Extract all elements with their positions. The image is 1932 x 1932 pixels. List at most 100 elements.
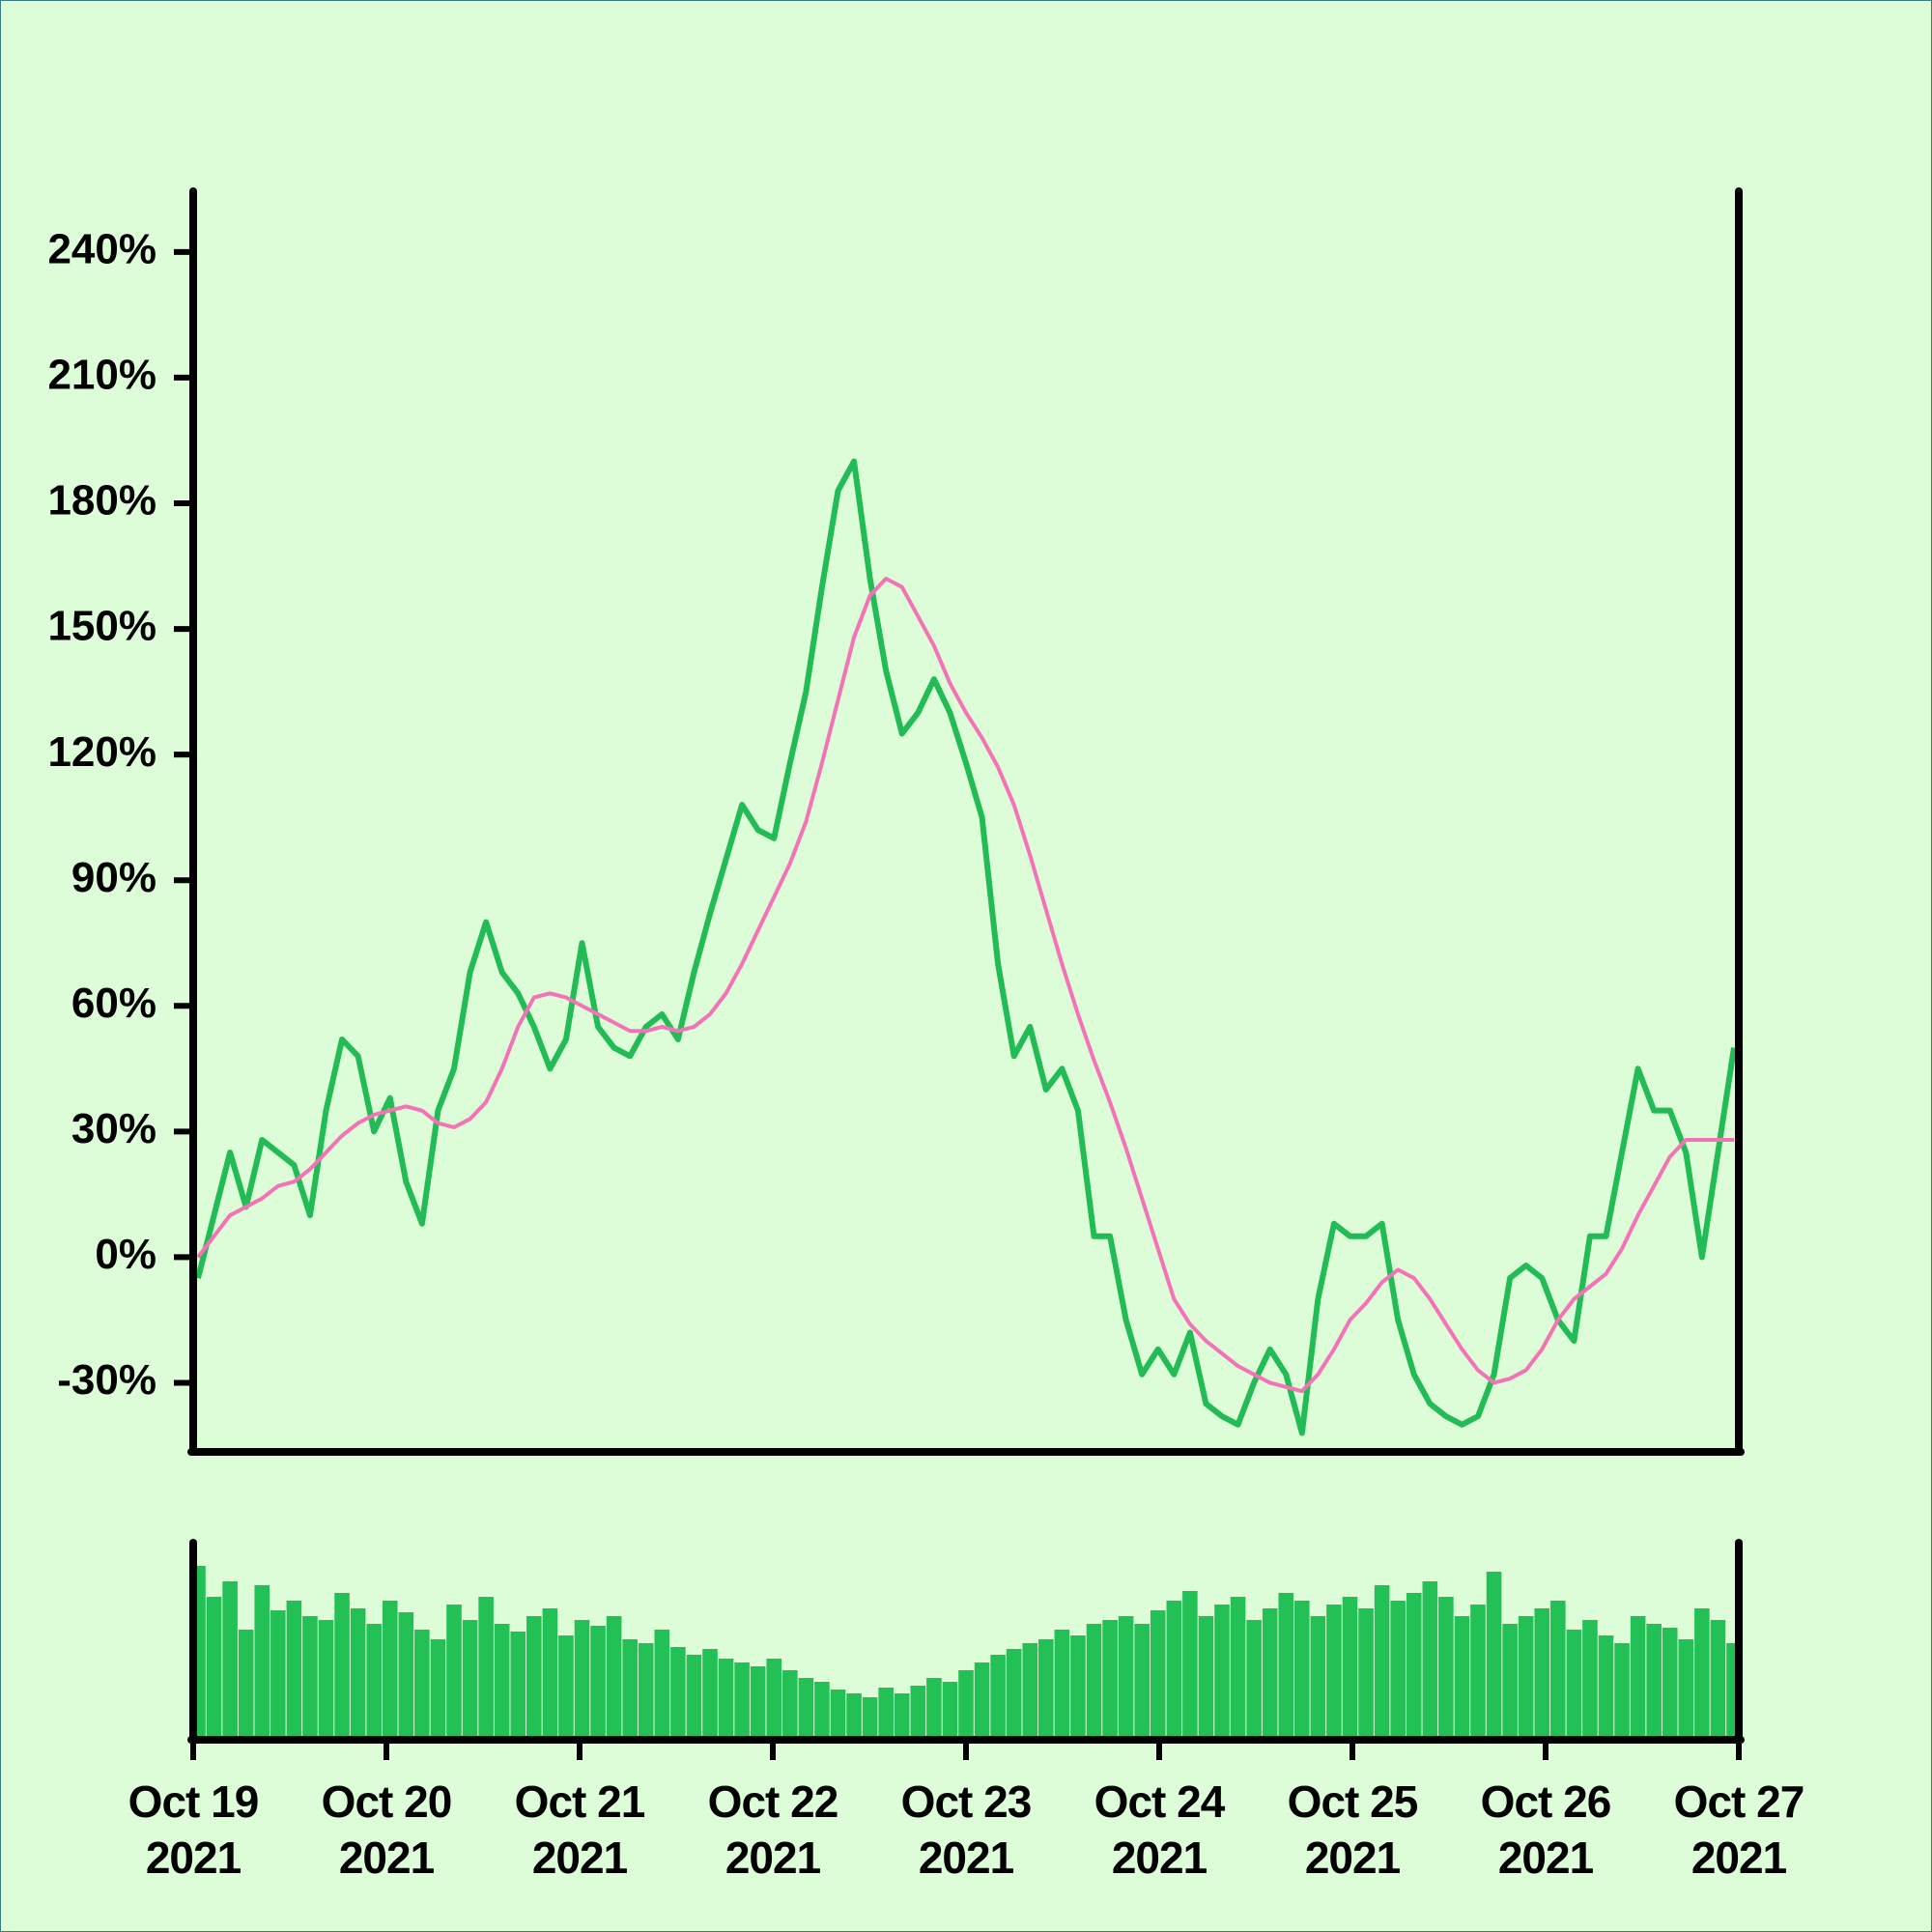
y-tick-label: 30%	[71, 1105, 156, 1152]
volume-bar	[686, 1655, 702, 1736]
volume-bar	[414, 1630, 430, 1736]
volume-bar	[894, 1693, 910, 1736]
volume-bar	[1086, 1624, 1102, 1736]
volume-bar	[1438, 1597, 1454, 1736]
volume-bar	[1390, 1601, 1406, 1736]
volume-bar	[974, 1662, 990, 1736]
volume-bar	[1582, 1620, 1598, 1736]
volume-bar	[446, 1605, 462, 1736]
volume-bar	[1710, 1620, 1726, 1736]
series-line	[196, 577, 1734, 1394]
volume-bar	[574, 1620, 590, 1736]
volume-bar	[1134, 1624, 1150, 1736]
volume-bar	[1278, 1593, 1294, 1736]
x-tick-label: Oct 19 2021	[128, 1776, 260, 1883]
volume-plot	[190, 1566, 1742, 1736]
volume-bar	[750, 1666, 766, 1736]
volume-bar	[622, 1639, 638, 1736]
volume-bar	[222, 1581, 238, 1736]
volume-bar	[1550, 1601, 1566, 1736]
x-tick-label: Oct 20 2021	[321, 1776, 453, 1883]
volume-bar	[510, 1632, 526, 1736]
y-tick-label: 210%	[47, 352, 156, 399]
volume-bar	[1406, 1593, 1422, 1736]
volume-bar	[1518, 1616, 1534, 1736]
x-tick-label: Oct 25 2021	[1287, 1776, 1419, 1883]
volume-bar	[558, 1635, 574, 1736]
volume-bar	[734, 1662, 750, 1736]
y-tick-label: 150%	[47, 603, 156, 650]
volume-bar	[830, 1690, 846, 1736]
x-tick-label: Oct 27 2021	[1673, 1776, 1805, 1883]
volume-bar	[1070, 1635, 1086, 1736]
volume-bar	[766, 1659, 782, 1736]
volume-bar	[1118, 1616, 1134, 1736]
volume-bar	[430, 1639, 446, 1736]
price-plot	[195, 458, 1737, 1436]
volume-bar	[1422, 1581, 1438, 1736]
volume-bar	[1150, 1610, 1166, 1736]
volume-bar	[318, 1620, 334, 1736]
series-line	[195, 458, 1737, 1436]
volume-bar	[1166, 1601, 1182, 1736]
volume-bar	[670, 1647, 686, 1736]
volume-bar	[1630, 1616, 1646, 1736]
volume-bar	[846, 1693, 862, 1736]
volume-bar	[1534, 1608, 1550, 1736]
volume-bar	[1502, 1624, 1518, 1736]
volume-bar	[990, 1655, 1006, 1736]
x-tick-label: Oct 23 2021	[900, 1776, 1033, 1883]
volume-bar	[1006, 1649, 1022, 1736]
volume-bar	[878, 1688, 894, 1736]
volume-bar	[718, 1659, 734, 1736]
volume-bar	[1262, 1608, 1278, 1736]
volume-bar	[862, 1697, 878, 1736]
axes	[187, 187, 1745, 1744]
x-tick-label: Oct 21 2021	[514, 1776, 646, 1883]
volume-bar	[1470, 1605, 1486, 1736]
volume-bar	[654, 1630, 670, 1736]
x-tick-label: Oct 22 2021	[707, 1776, 839, 1883]
volume-bar	[1294, 1601, 1310, 1736]
volume-bar	[462, 1620, 478, 1736]
volume-bar	[926, 1678, 942, 1736]
x-tick-label: Oct 26 2021	[1480, 1776, 1612, 1883]
volume-bar	[702, 1649, 718, 1736]
volume-bar	[942, 1682, 958, 1736]
volume-bar	[1598, 1635, 1614, 1736]
volume-bar	[638, 1643, 654, 1736]
volume-bar	[398, 1612, 414, 1736]
volume-bar	[1326, 1605, 1342, 1736]
y-tick-label: 90%	[71, 854, 156, 901]
y-tick-label: 180%	[47, 477, 156, 525]
volume-bar	[206, 1597, 222, 1736]
volume-bar	[1198, 1616, 1214, 1736]
y-tick-label: -30%	[57, 1356, 156, 1404]
volume-bar	[526, 1616, 542, 1736]
volume-bar	[1374, 1585, 1390, 1736]
volume-bar	[494, 1624, 510, 1736]
volume-bar	[1358, 1608, 1374, 1736]
volume-bar	[1102, 1620, 1118, 1736]
y-tick-label: 60%	[71, 980, 156, 1027]
volume-bar	[958, 1670, 974, 1736]
volume-bar	[1054, 1630, 1070, 1736]
volume-bar	[910, 1686, 926, 1736]
volume-bar	[1214, 1605, 1230, 1736]
volume-bar	[1022, 1643, 1038, 1736]
volume-bar	[238, 1630, 254, 1736]
volume-bar	[302, 1616, 318, 1736]
volume-bar	[1230, 1597, 1246, 1736]
volume-bar	[798, 1678, 814, 1736]
volume-bar	[1182, 1591, 1198, 1736]
volume-bar	[1342, 1597, 1358, 1736]
volume-bar	[1038, 1639, 1054, 1736]
volume-bar	[1310, 1616, 1326, 1736]
volume-bar	[606, 1616, 622, 1736]
volume-bar	[1566, 1630, 1582, 1736]
volume-bar	[1662, 1628, 1678, 1736]
volume-bar	[254, 1585, 270, 1736]
volume-bar	[814, 1682, 830, 1736]
